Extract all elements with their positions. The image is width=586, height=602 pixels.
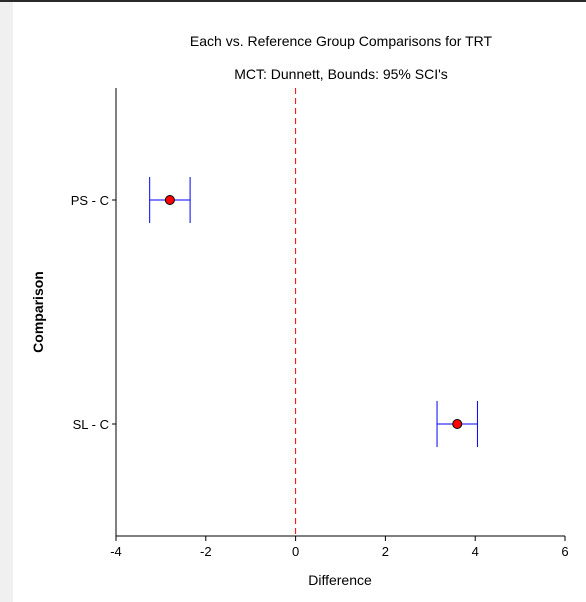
x-tick-label-1: -2 bbox=[200, 544, 212, 559]
y-axis-label: Comparison bbox=[30, 271, 46, 353]
x-tick-label-2: 0 bbox=[292, 544, 299, 559]
estimate-point-1 bbox=[452, 419, 463, 429]
top-border bbox=[0, 0, 586, 2]
chart-panel bbox=[13, 2, 586, 602]
x-tick-label-4: 4 bbox=[472, 544, 479, 559]
x-tick-label-3: 2 bbox=[382, 544, 389, 559]
x-axis-label: Difference bbox=[308, 572, 372, 588]
estimate-point-0 bbox=[164, 195, 175, 205]
y-tick-label-0: PS - C bbox=[71, 193, 109, 208]
chart-subtitle: MCT: Dunnett, Bounds: 95% SCI's bbox=[234, 66, 448, 82]
chart-title: Each vs. Reference Group Comparisons for… bbox=[190, 33, 493, 49]
x-tick-label-5: 6 bbox=[561, 544, 568, 559]
x-tick-label-0: -4 bbox=[110, 544, 122, 559]
y-tick-label-1: SL - C bbox=[73, 417, 109, 432]
